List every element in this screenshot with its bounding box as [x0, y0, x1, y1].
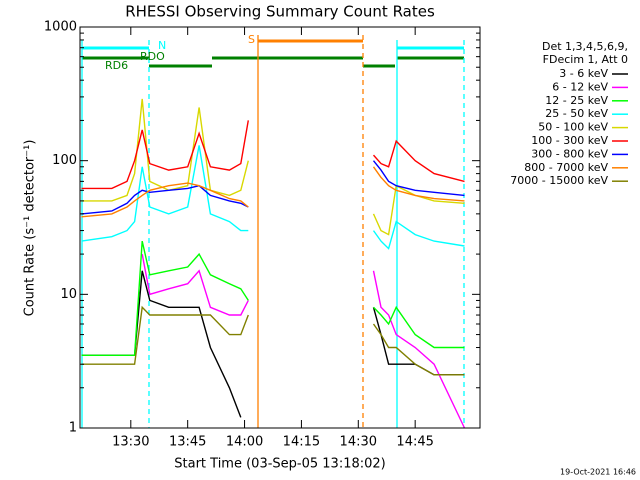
legend-header: Det 1,3,4,5,6,9, — [542, 40, 628, 53]
series-line — [81, 160, 465, 215]
series-line — [81, 240, 465, 356]
legend-label: 50 - 100 keV — [538, 121, 608, 134]
legend-label: 100 - 300 keV — [531, 134, 608, 147]
series-line — [81, 145, 465, 250]
x-tick-label: 14:45 — [396, 435, 433, 450]
y-tick-label: 100 — [52, 153, 77, 168]
mode-bars — [82, 39, 464, 68]
x-tick-label: 13:45 — [169, 435, 206, 450]
annotation: N — [158, 39, 166, 52]
event-lines — [81, 35, 465, 428]
x-tick-label: 14:30 — [340, 435, 377, 450]
y-tick-label: 1000 — [44, 20, 77, 35]
footer: 19-Oct-2021 16:46 — [560, 468, 636, 477]
annotation: RD6 — [105, 59, 128, 72]
plot-frame — [79, 26, 481, 429]
legend-label: 800 - 7000 keV — [524, 161, 608, 174]
series-line — [141, 253, 466, 429]
legend-label: 7000 - 15000 keV — [510, 174, 608, 187]
x-tick-label: 13:30 — [112, 435, 149, 450]
annotation: S — [248, 33, 255, 46]
series-line — [81, 166, 465, 218]
x-axis-label: Start Time (03-Sep-05 13:18:02) — [174, 457, 385, 472]
y-tick-label: 10 — [60, 287, 77, 302]
legend-label: 6 - 12 keV — [552, 80, 608, 93]
legend-label: 25 - 50 keV — [545, 107, 608, 120]
y-tick-label: 1 — [69, 421, 77, 436]
annotation: RDO — [140, 50, 165, 63]
legend-label: 3 - 6 keV — [559, 67, 608, 80]
series-line — [81, 305, 465, 376]
chart-title: RHESSI Observing Summary Count Rates — [125, 3, 435, 21]
legend-label: 300 - 800 keV — [531, 147, 608, 160]
x-tick-label: 14:00 — [226, 435, 263, 450]
y-axis-label: Count Rate (s⁻¹ detector⁻¹) — [23, 140, 38, 317]
legend-label: 12 - 25 keV — [545, 94, 608, 107]
x-tick-label: 14:15 — [283, 435, 320, 450]
series-line — [81, 120, 465, 190]
legend-header: FDecim 1, Att 0 — [543, 53, 628, 66]
